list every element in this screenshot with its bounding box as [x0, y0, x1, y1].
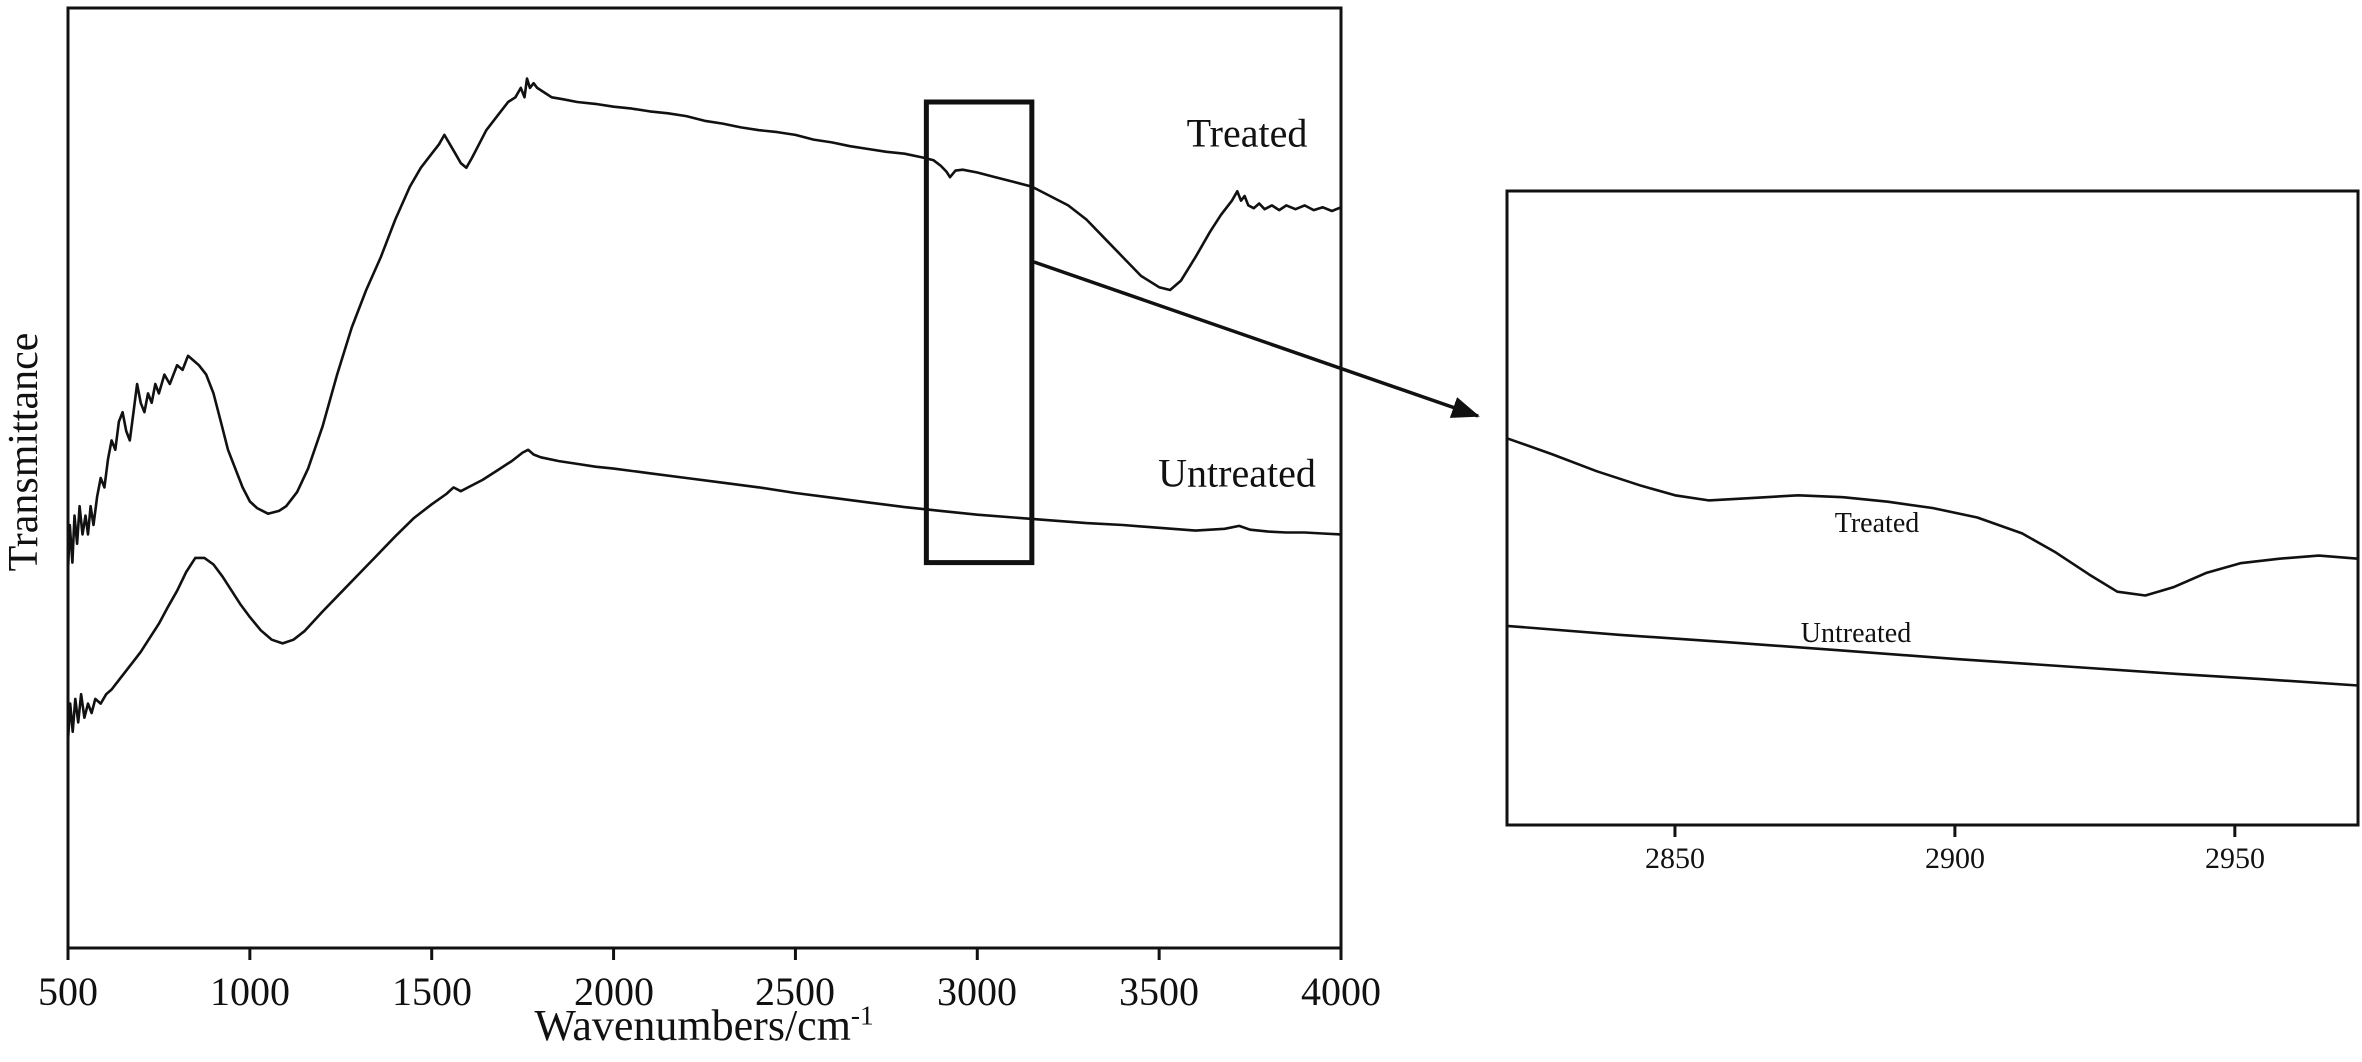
main-untreated-curve-label: Untreated	[1158, 450, 1316, 496]
inset-treated-curve-label: Treated	[1834, 508, 1920, 539]
main-x-tick-label: 4000	[1301, 969, 1381, 1014]
inset-x-tick-label: 2900	[1925, 842, 1985, 875]
main-x-tick-label: 3000	[937, 969, 1017, 1014]
inset-axes-frame	[1505, 189, 2360, 827]
main-x-tick-label: 2000	[574, 969, 654, 1014]
main-x-tick-label: 3500	[1119, 969, 1199, 1014]
main-axes-frame	[66, 6, 1343, 950]
inset-x-tick-label: 2950	[2205, 842, 2265, 875]
main-x-axis-label: Wavenumbers/cm-1	[534, 1000, 873, 1051]
inset-series-treated	[1505, 437, 2360, 597]
main-series-untreated	[66, 448, 1343, 743]
inset-untreated-curve-label: Untreated	[1800, 618, 1912, 649]
main-x-tick-label: 1000	[210, 969, 290, 1014]
main-treated-curve-label: Treated	[1186, 110, 1308, 156]
main-chart	[66, 6, 1343, 960]
main-x-tick-label: 1500	[392, 969, 472, 1014]
main-x-tick-label: 500	[38, 969, 98, 1014]
main-series-treated	[66, 77, 1343, 574]
zoom-region-box	[923, 99, 1035, 566]
inset-series-untreated	[1505, 624, 2360, 687]
main-y-axis-label: Transmittance	[1, 332, 47, 572]
inset-chart	[1505, 189, 2360, 837]
inset-x-tick-label: 2850	[1645, 842, 1705, 875]
main-x-tick-label: 2500	[755, 969, 835, 1014]
x-axis-label-exponent: -1	[850, 1000, 874, 1031]
x-axis-label-text: Wavenumbers/cm	[534, 1001, 851, 1050]
